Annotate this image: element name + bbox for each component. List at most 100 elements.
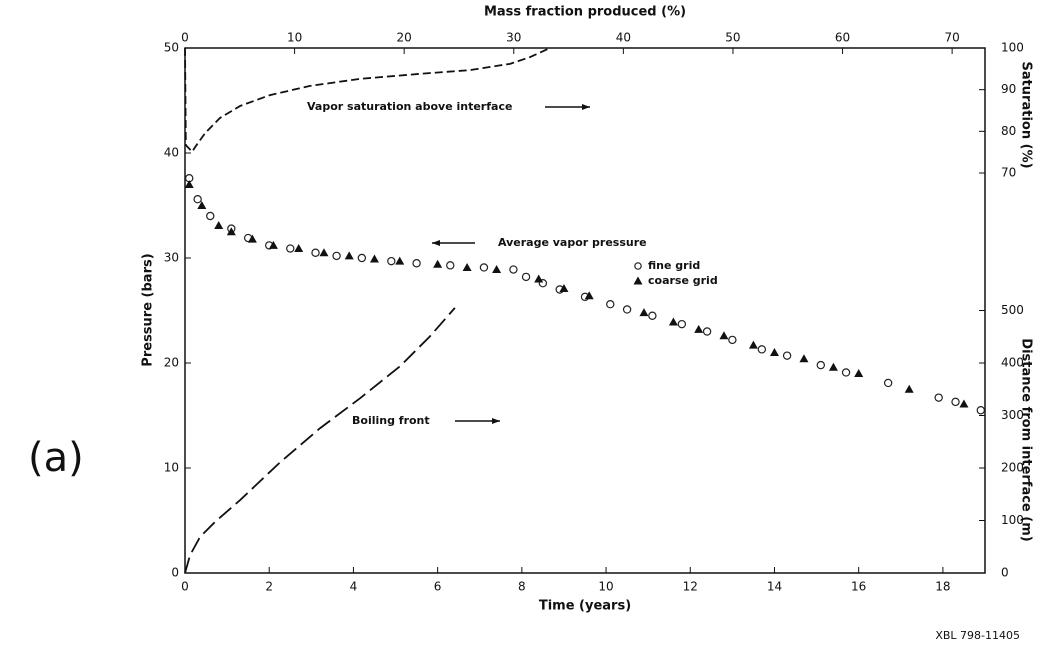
point <box>538 279 548 288</box>
x-tick-label: 4 <box>350 580 358 594</box>
point <box>951 397 960 407</box>
y3-axis-label: Distance from interface (m) <box>1019 338 1034 541</box>
point <box>197 201 207 209</box>
annotation: Average vapor pressure <box>498 236 647 249</box>
point <box>344 251 354 260</box>
y3-tick-label: 100 <box>1001 513 1024 527</box>
point <box>769 348 779 356</box>
point <box>648 311 657 320</box>
point <box>534 274 544 283</box>
x-tick-label: 6 <box>434 580 442 594</box>
point <box>854 369 864 377</box>
y2-tick-label: 100 <box>1001 41 1024 55</box>
point <box>799 354 809 363</box>
figure-id: XBL 798-11405 <box>935 629 1020 642</box>
point <box>412 259 421 268</box>
point <box>332 251 341 261</box>
point <box>509 265 518 274</box>
x-tick-label: 8 <box>518 580 526 594</box>
point <box>294 244 304 253</box>
point <box>748 340 758 349</box>
point <box>214 220 224 229</box>
point <box>904 384 914 393</box>
point <box>311 248 320 257</box>
point <box>719 331 729 340</box>
x2-tick-label: 60 <box>835 31 850 45</box>
point <box>959 399 969 408</box>
point <box>395 256 405 265</box>
point <box>479 263 489 272</box>
point <box>694 324 704 333</box>
y-tick-label: 10 <box>164 461 179 475</box>
y2-tick-label: 70 <box>1001 166 1016 180</box>
x-tick-label: 10 <box>598 580 613 594</box>
point <box>828 362 838 371</box>
x-tick-label: 16 <box>851 580 866 594</box>
panel-label: (a) <box>28 435 84 481</box>
arrow-head <box>582 104 590 110</box>
arrow-head <box>432 240 440 246</box>
y3-tick-label: 0 <box>1001 566 1009 580</box>
point <box>319 248 329 257</box>
x2-tick-label: 40 <box>616 31 631 45</box>
x2-tick-label: 50 <box>725 31 740 45</box>
point <box>559 283 569 292</box>
point <box>677 319 687 329</box>
point <box>668 317 678 326</box>
x2-tick-label: 10 <box>287 31 302 45</box>
y-tick-label: 20 <box>164 356 179 370</box>
y3-tick-label: 200 <box>1001 461 1024 475</box>
x-tick-label: 0 <box>181 580 189 594</box>
y-axis-label: Pressure (bars) <box>141 253 156 366</box>
point <box>462 262 472 271</box>
point <box>286 244 295 253</box>
point <box>728 335 737 345</box>
point <box>492 265 502 274</box>
y-tick-label: 50 <box>164 41 179 55</box>
arrow-head <box>492 418 500 424</box>
y2-axis-label: Saturation (%) <box>1019 61 1034 168</box>
plot-frame <box>184 47 986 574</box>
legend-label: fine grid <box>648 259 700 272</box>
y-tick-label: 40 <box>164 146 179 160</box>
point <box>206 211 215 221</box>
x-axis-label: Time (years) <box>539 599 631 614</box>
point <box>702 327 712 336</box>
point <box>446 261 455 270</box>
y-tick-label: 30 <box>164 251 179 265</box>
point <box>193 194 202 204</box>
y2-tick-label: 90 <box>1001 82 1016 96</box>
point <box>934 393 943 402</box>
y2-tick-label: 80 <box>1001 124 1016 138</box>
point <box>247 234 257 243</box>
point <box>387 256 396 266</box>
point <box>841 368 851 377</box>
point <box>226 227 236 236</box>
point <box>433 259 443 268</box>
annotation: Boiling front <box>352 414 430 427</box>
point <box>622 305 632 314</box>
point <box>357 253 367 263</box>
y3-tick-label: 500 <box>1001 303 1024 317</box>
point <box>757 345 767 354</box>
x-tick-label: 12 <box>683 580 698 594</box>
legend-label: coarse grid <box>648 274 718 287</box>
point <box>268 240 278 249</box>
point <box>584 291 594 300</box>
point <box>816 360 825 370</box>
curve <box>184 307 456 574</box>
x-tick-label: 18 <box>935 580 950 594</box>
point <box>976 406 985 415</box>
point <box>521 272 531 282</box>
point <box>639 308 649 317</box>
y3-tick-label: 400 <box>1001 356 1024 370</box>
point <box>369 254 379 263</box>
legend-marker <box>633 276 643 285</box>
y-tick-label: 0 <box>171 566 179 580</box>
x-tick-label: 14 <box>767 580 782 594</box>
x2-axis-label: Mass fraction produced (%) <box>484 5 686 20</box>
point <box>883 378 893 388</box>
legend-marker <box>634 262 642 270</box>
x2-tick-label: 30 <box>506 31 521 45</box>
